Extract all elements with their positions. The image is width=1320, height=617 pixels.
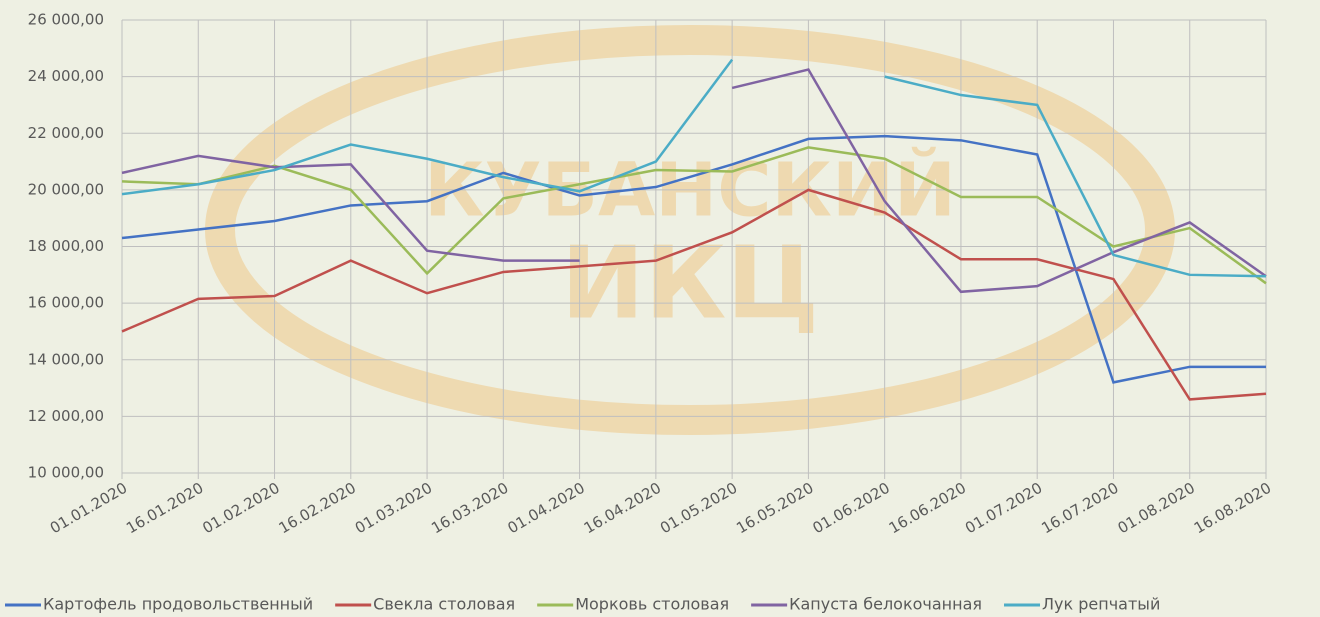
x-tick-label: 01.01.2020	[47, 479, 130, 538]
x-tick-label: 16.02.2020	[276, 479, 359, 538]
x-tick-label: 16.01.2020	[123, 479, 206, 538]
legend-label: Морковь столовая	[575, 595, 729, 614]
y-tick-label: 10 000,00	[28, 464, 104, 482]
y-tick-label: 18 000,00	[28, 237, 104, 255]
x-tick-label: 01.08.2020	[1115, 479, 1198, 538]
y-tick-label: 14 000,00	[28, 350, 104, 368]
x-tick-label: 16.03.2020	[428, 479, 511, 538]
watermark: КУБАНСКИЙ ИКЦ	[205, 25, 1175, 435]
x-tick-label: 01.02.2020	[199, 479, 282, 538]
x-tick-label: 01.05.2020	[657, 479, 740, 538]
x-tick-label: 16.06.2020	[886, 479, 969, 538]
y-tick-label: 24 000,00	[28, 67, 104, 85]
x-tick-label: 01.07.2020	[962, 479, 1045, 538]
x-tick-label: 01.04.2020	[504, 479, 587, 538]
x-tick-label: 16.04.2020	[581, 479, 664, 538]
y-tick-label: 16 000,00	[28, 294, 104, 312]
y-tick-label: 22 000,00	[28, 124, 104, 142]
x-tick-label: 01.03.2020	[352, 479, 435, 538]
legend-label: Капуста белокочанная	[789, 595, 982, 614]
y-tick-label: 26 000,00	[28, 11, 104, 29]
y-tick-label: 12 000,00	[28, 407, 104, 425]
x-tick-label: 16.08.2020	[1191, 479, 1274, 538]
x-tick-label: 01.06.2020	[810, 479, 893, 538]
series-line	[121, 146, 1267, 285]
x-tick-label: 16.05.2020	[733, 479, 816, 538]
legend-label: Картофель продовольственный	[43, 595, 313, 614]
series-line	[121, 58, 1267, 278]
legend-label: Лук репчатый	[1042, 595, 1160, 614]
x-tick-label: 16.07.2020	[1038, 479, 1121, 538]
watermark-text: ИКЦ	[561, 224, 819, 341]
y-tick-label: 20 000,00	[28, 180, 104, 198]
legend: Картофель продовольственный Свекла столов…	[5, 595, 1160, 614]
legend-label: Свекла столовая	[373, 595, 515, 614]
series-line	[121, 68, 1267, 294]
